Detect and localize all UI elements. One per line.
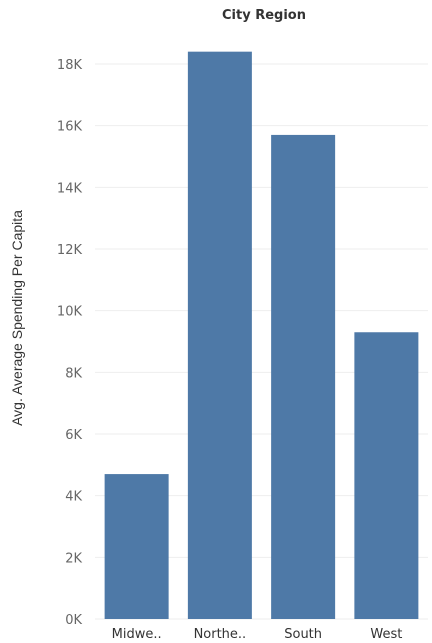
chart-title: City Region bbox=[222, 8, 306, 23]
bars bbox=[104, 51, 419, 619]
y-tick-label: 18K bbox=[57, 58, 83, 73]
y-tick-label: 12K bbox=[57, 243, 83, 258]
y-tick-label: 6K bbox=[65, 428, 82, 443]
y-tick-label: 2K bbox=[65, 551, 82, 566]
bar-3[interactable] bbox=[354, 332, 419, 619]
x-category-label: Northe.. bbox=[194, 627, 247, 642]
x-category-label: Midwe.. bbox=[112, 627, 162, 642]
y-tick-label: 10K bbox=[57, 305, 83, 320]
y-tick-label: 0K bbox=[65, 613, 82, 628]
x-axis-labels: Midwe.. Northe.. South West bbox=[112, 627, 403, 642]
bar-0[interactable] bbox=[104, 474, 169, 619]
y-tick-label: 4K bbox=[65, 490, 82, 505]
y-axis-label: Avg. Average Spending Per Capita bbox=[9, 210, 25, 426]
y-tick-label: 16K bbox=[57, 120, 83, 135]
y-tick-label: 8K bbox=[65, 366, 82, 381]
bar-2[interactable] bbox=[271, 134, 336, 619]
y-axis-ticks: 0K 2K 4K 6K 8K 10K 12K 14K 16K 18K bbox=[57, 58, 83, 628]
x-category-label: West bbox=[370, 627, 402, 642]
x-category-label: South bbox=[284, 627, 322, 642]
y-tick-label: 14K bbox=[57, 181, 83, 196]
bar-1[interactable] bbox=[187, 51, 252, 619]
